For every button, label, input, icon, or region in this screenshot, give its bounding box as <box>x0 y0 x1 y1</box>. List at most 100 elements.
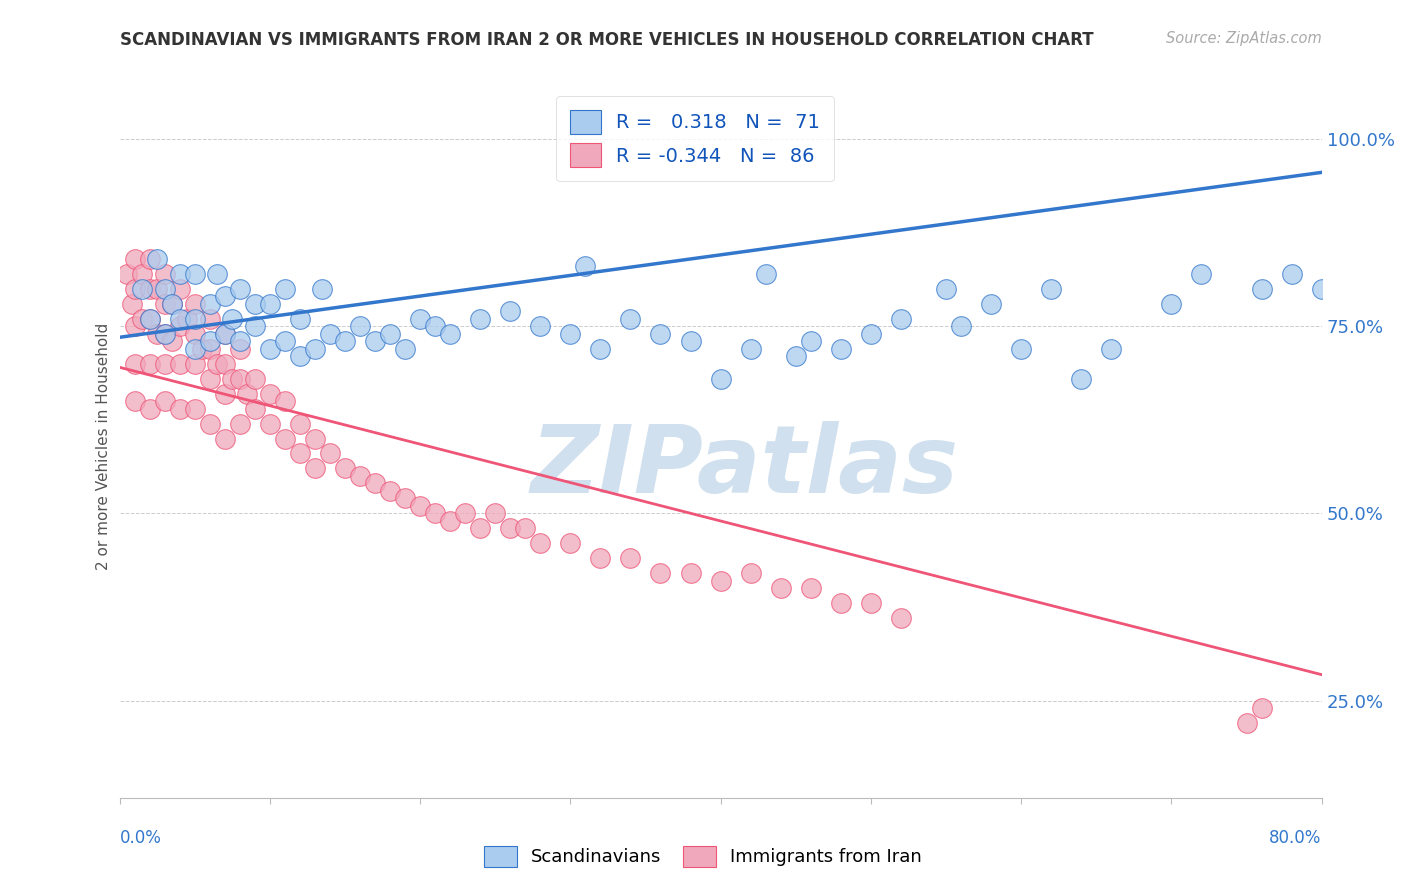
Point <box>146 252 169 266</box>
Point <box>146 282 169 296</box>
Point <box>259 342 281 356</box>
Point <box>121 296 143 310</box>
Point <box>304 432 326 446</box>
Point <box>169 282 191 296</box>
Point <box>214 357 236 371</box>
Point <box>198 417 221 431</box>
Point <box>160 334 183 348</box>
Point <box>394 491 416 506</box>
Point <box>115 267 138 281</box>
Point <box>830 342 852 356</box>
Point <box>214 326 236 341</box>
Point <box>319 446 342 460</box>
Point <box>169 401 191 416</box>
Point <box>146 326 169 341</box>
Point <box>153 326 176 341</box>
Point <box>274 282 297 296</box>
Point <box>221 311 243 326</box>
Point <box>574 259 596 273</box>
Point <box>191 342 214 356</box>
Point <box>619 551 641 566</box>
Point <box>288 417 311 431</box>
Point <box>679 334 702 348</box>
Point <box>740 566 762 581</box>
Point <box>333 334 356 348</box>
Point <box>1250 701 1272 715</box>
Point <box>364 334 387 348</box>
Point <box>859 596 882 610</box>
Point <box>160 296 183 310</box>
Point <box>980 296 1002 310</box>
Point <box>138 252 160 266</box>
Point <box>169 357 191 371</box>
Point <box>169 267 191 281</box>
Legend: Scandinavians, Immigrants from Iran: Scandinavians, Immigrants from Iran <box>477 838 929 874</box>
Point <box>378 483 401 498</box>
Point <box>409 311 432 326</box>
Point <box>755 267 778 281</box>
Point <box>183 357 205 371</box>
Point <box>198 311 221 326</box>
Point <box>243 296 266 310</box>
Point <box>619 311 641 326</box>
Point <box>1310 282 1333 296</box>
Point <box>769 582 792 596</box>
Point <box>1385 177 1406 191</box>
Point <box>138 311 160 326</box>
Point <box>529 536 551 550</box>
Point <box>1160 296 1182 310</box>
Point <box>1099 342 1122 356</box>
Point <box>183 267 205 281</box>
Point <box>423 507 446 521</box>
Point <box>333 461 356 475</box>
Text: 80.0%: 80.0% <box>1270 829 1322 847</box>
Point <box>153 357 176 371</box>
Point <box>890 311 912 326</box>
Point <box>183 311 205 326</box>
Point <box>236 386 259 401</box>
Y-axis label: 2 or more Vehicles in Household: 2 or more Vehicles in Household <box>96 322 111 570</box>
Point <box>228 371 252 385</box>
Point <box>153 282 176 296</box>
Point <box>214 289 236 303</box>
Point <box>1189 267 1212 281</box>
Point <box>214 326 236 341</box>
Point <box>1281 267 1303 281</box>
Point <box>560 326 582 341</box>
Point <box>468 311 492 326</box>
Point <box>124 394 146 409</box>
Point <box>679 566 702 581</box>
Point <box>589 342 612 356</box>
Point <box>138 282 160 296</box>
Point <box>138 357 160 371</box>
Point <box>243 319 266 334</box>
Point <box>439 514 461 528</box>
Text: ZIPatlas: ZIPatlas <box>530 421 959 513</box>
Point <box>228 417 252 431</box>
Text: Source: ZipAtlas.com: Source: ZipAtlas.com <box>1166 31 1322 46</box>
Point <box>274 394 297 409</box>
Point <box>259 417 281 431</box>
Point <box>304 461 326 475</box>
Point <box>259 386 281 401</box>
Point <box>499 521 522 535</box>
Point <box>243 401 266 416</box>
Point <box>288 349 311 363</box>
Point <box>468 521 492 535</box>
Point <box>484 507 506 521</box>
Point <box>515 521 537 535</box>
Point <box>259 296 281 310</box>
Point <box>274 334 297 348</box>
Point <box>214 432 236 446</box>
Point <box>950 319 973 334</box>
Point <box>228 282 252 296</box>
Point <box>228 342 252 356</box>
Point <box>800 582 823 596</box>
Point <box>124 252 146 266</box>
Point <box>740 342 762 356</box>
Point <box>138 401 160 416</box>
Point <box>319 326 342 341</box>
Point <box>198 342 221 356</box>
Point <box>214 386 236 401</box>
Point <box>183 326 205 341</box>
